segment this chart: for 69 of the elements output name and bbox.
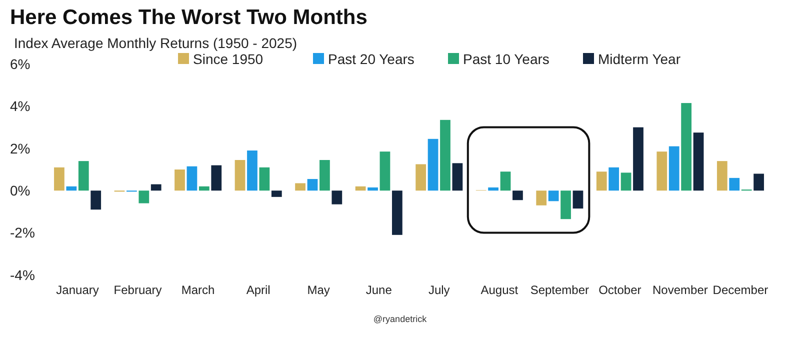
y-tick-label: 6% [10, 56, 30, 72]
x-tick-label: August [480, 283, 519, 297]
bar [295, 183, 306, 191]
bar [186, 166, 198, 191]
legend-label: Midterm Year [598, 51, 681, 67]
bar [548, 190, 559, 202]
bar [536, 190, 547, 206]
x-tick-label: March [181, 283, 215, 297]
bar [247, 150, 258, 191]
x-tick-label: July [428, 283, 450, 297]
bar [572, 190, 584, 209]
bar [668, 146, 680, 191]
bar [656, 152, 668, 191]
x-tick-label: January [56, 283, 99, 297]
bar [150, 184, 162, 191]
y-tick-label: 0% [10, 182, 30, 198]
bar [512, 190, 523, 200]
x-tick-label: June [366, 283, 392, 297]
x-tick-label: February [114, 283, 162, 297]
y-tick-label: -2% [10, 224, 35, 241]
bar [620, 172, 632, 191]
x-tick-label: October [598, 283, 642, 297]
bar [754, 174, 764, 191]
y-tick-label: -4% [10, 266, 35, 283]
bar [380, 152, 390, 191]
bar [693, 132, 704, 191]
bar [90, 190, 102, 210]
y-tick-label: 4% [10, 98, 30, 114]
bar [211, 165, 222, 191]
bar [633, 127, 644, 191]
bar [332, 190, 342, 204]
bar [54, 167, 64, 191]
bar [729, 178, 740, 191]
bar [307, 178, 318, 191]
bar [452, 163, 463, 191]
bar [198, 186, 210, 191]
legend-label: Since 1950 [193, 51, 264, 67]
x-tick-label: November [652, 283, 708, 297]
legend-label: Past 20 Years [328, 51, 414, 67]
bar [355, 186, 366, 191]
y-tick-label: 2% [10, 140, 30, 156]
bar [66, 186, 77, 191]
bar [681, 103, 692, 191]
bar [234, 160, 246, 191]
bar [271, 190, 282, 197]
bar [368, 187, 378, 191]
bar [320, 160, 330, 191]
bar [174, 170, 185, 191]
bar [392, 190, 402, 235]
bar [138, 190, 150, 204]
bar [560, 190, 571, 220]
legend-label: Past 10 Years [463, 51, 550, 67]
x-tick-label: September [530, 283, 590, 297]
bar [78, 161, 89, 191]
x-tick-label: April [246, 283, 270, 297]
bar [716, 161, 728, 191]
bar [596, 172, 607, 191]
chart-subtitle: Index Average Monthly Returns (1950 - 2025) [14, 35, 298, 51]
x-tick-label: May [307, 283, 330, 297]
bar [428, 138, 438, 191]
text: @ryandetrick [373, 314, 428, 324]
x-tick-label: December [712, 283, 768, 297]
bar [440, 120, 450, 191]
chart-title: Here Comes The Worst Two Months [10, 6, 368, 29]
bar [608, 167, 620, 191]
bar [488, 187, 498, 191]
bar [259, 167, 270, 191]
bar [416, 164, 426, 191]
bar [500, 172, 511, 191]
